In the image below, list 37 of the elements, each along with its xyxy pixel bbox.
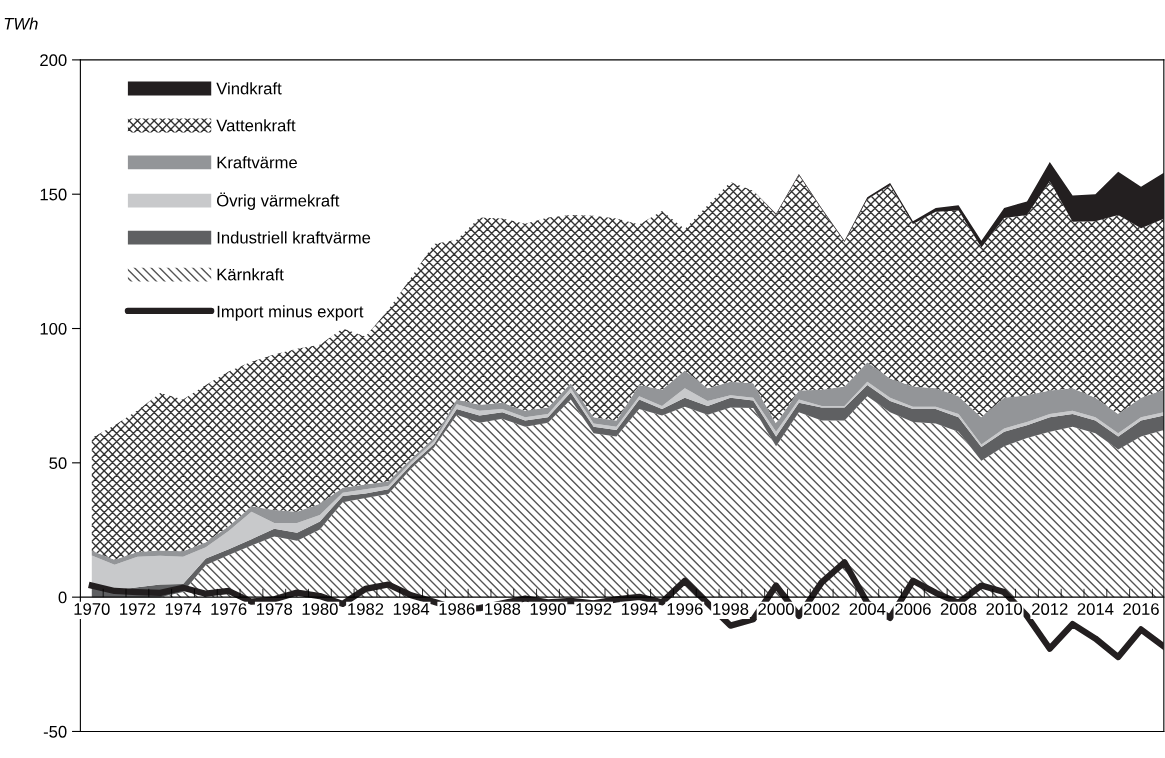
x-tick-label: 1978 [257, 603, 293, 615]
x-tick-label: 2010 [986, 603, 1023, 615]
x-tick-label: 1984 [393, 603, 430, 615]
legend-label: Vattenkraft [216, 119, 296, 132]
x-tick-label: 1976 [211, 603, 247, 615]
x-tick-label: 2006 [895, 603, 931, 615]
y-tick-label: 100 [40, 322, 67, 335]
x-tick-label: 1998 [713, 603, 749, 615]
legend-label: Import minus export [217, 305, 364, 321]
x-tick-label: 1982 [348, 603, 384, 615]
x-tick-label: 1996 [667, 603, 703, 615]
x-tick-label: 2008 [940, 603, 977, 615]
x-tick-label: 2000 [758, 603, 794, 615]
y-tick-label: 200 [40, 54, 67, 67]
x-tick-label: 1970 [74, 603, 110, 615]
y-axis-title: TWh [4, 17, 38, 30]
legend-label: Kärnkraft [217, 268, 284, 281]
x-tick-label: 2004 [849, 603, 886, 615]
y-tick-label: 150 [40, 188, 67, 201]
y-tick-label: 0 [58, 591, 67, 604]
x-tick-label: 2016 [1123, 603, 1159, 615]
x-tick-label: 1994 [621, 603, 658, 615]
y-tick-label: -50 [43, 725, 67, 738]
x-tick-label: 1990 [530, 603, 566, 615]
y-tick-label: 50 [49, 457, 67, 470]
x-tick-label: 2014 [1077, 603, 1114, 615]
x-tick-label: 1992 [576, 603, 612, 615]
x-tick-label: 1974 [165, 603, 202, 615]
legend-label: Kraftvärme [217, 156, 297, 169]
legend-label: Industriell kraftvärme [217, 231, 371, 244]
x-tick-label: 1988 [485, 603, 521, 615]
x-tick-label: 1980 [302, 603, 338, 615]
x-tick-label: 2012 [1032, 603, 1068, 615]
x-tick-label: 1972 [120, 603, 156, 615]
legend-label: Vindkraft [216, 82, 282, 95]
x-tick-label: 2002 [803, 603, 840, 615]
legend-label: Övrig värmekraft [217, 192, 340, 210]
